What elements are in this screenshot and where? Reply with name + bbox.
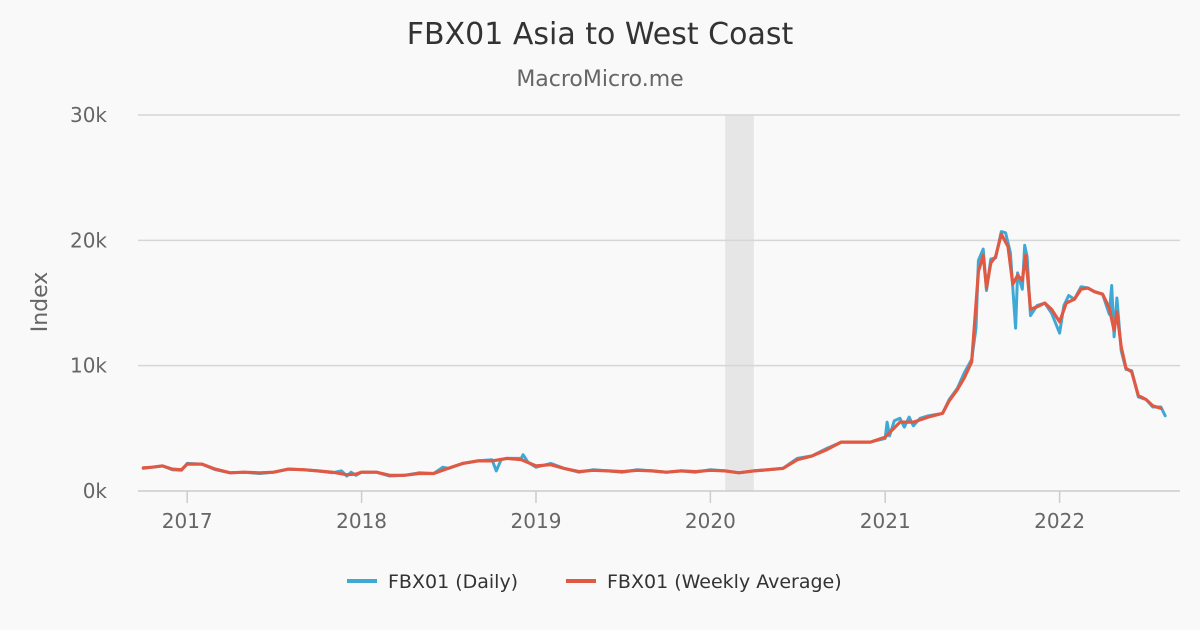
legend-label[interactable]: FBX01 (Daily) [388,571,518,593]
legend: FBX01 (Daily) FBX01 (Weekly Average) [347,571,842,593]
x-tick-label: 2019 [511,509,562,533]
chart-title: FBX01 Asia to West Coast [407,17,794,52]
x-tick-label: 2021 [860,509,911,533]
y-axis: 0k 10k 20k 30k [70,103,107,503]
series-layer [141,230,1167,478]
y-tick-label: 30k [70,103,107,127]
series-line-weekly-average [141,232,1163,477]
y-tick-label: 0k [83,479,108,503]
x-tick-label: 2017 [162,509,213,533]
x-tick-label: 2020 [685,509,736,533]
x-axis: 2017 2018 2019 2020 2021 2022 [138,490,1180,533]
shaded-band-layer [725,115,754,491]
shaded-band [725,115,754,491]
legend-label[interactable]: FBX01 (Weekly Average) [607,571,842,593]
y-tick-label: 20k [70,228,107,252]
y-tick-label: 10k [70,354,107,378]
y-axis-title: Index [28,272,53,333]
x-tick-label: 2018 [336,509,387,533]
x-tick-label: 2022 [1034,509,1085,533]
chart-subtitle: MacroMicro.me [516,67,683,92]
